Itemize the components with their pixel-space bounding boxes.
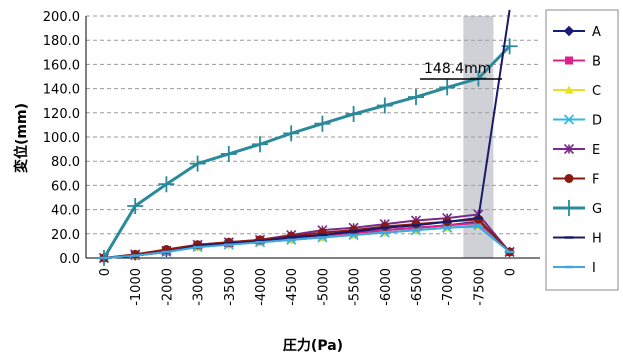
legend-label: A <box>592 25 601 40</box>
legend-label: G <box>592 202 602 217</box>
legend-marker <box>563 25 575 37</box>
y-tick-label: 140.0 <box>43 83 80 98</box>
legend-marker <box>563 114 575 125</box>
y-tick-label: 120.0 <box>43 107 80 122</box>
x-tick-label: -2000 <box>160 268 175 306</box>
point-G <box>283 125 300 142</box>
legend-item-G: G <box>553 200 602 217</box>
legend-item-I: I <box>553 261 596 276</box>
point-G <box>158 176 175 193</box>
x-tick-label: -1000 <box>129 268 144 306</box>
x-tick-label: 0 <box>98 268 113 276</box>
legend-marker <box>564 174 574 183</box>
legend-label: B <box>592 55 601 70</box>
legend-marker <box>564 85 574 94</box>
x-tick-label: -5500 <box>348 268 363 306</box>
x-tick-label: -6000 <box>379 268 394 306</box>
series-H <box>99 9 511 260</box>
y-tick-label: 80.0 <box>51 155 80 170</box>
point-G <box>376 97 393 114</box>
legend-item-D: D <box>553 114 602 129</box>
y-tick-label: 180.0 <box>43 34 80 49</box>
x-tick-label: -4500 <box>285 268 300 306</box>
point-G <box>408 89 424 106</box>
point-G <box>314 115 331 132</box>
x-axis-title: 圧力(Pa) <box>283 337 343 354</box>
legend-label: C <box>592 84 601 99</box>
legend-label: I <box>592 261 596 276</box>
point-G <box>127 197 144 214</box>
x-tick-label: -6500 <box>410 268 425 306</box>
legend-marker <box>563 143 575 155</box>
y-tick-label: 200.0 <box>43 10 80 25</box>
y-tick-label: 0.0 <box>59 252 80 267</box>
y-tick-label: 60.0 <box>51 179 80 194</box>
point-G <box>252 136 268 153</box>
series-I <box>99 225 515 260</box>
legend-marker <box>565 56 573 65</box>
point-G <box>439 79 456 96</box>
legend-label: E <box>592 143 600 158</box>
legend-item-H: H <box>553 232 602 247</box>
x-tick-label: 0 <box>504 268 519 276</box>
legend-item-B: B <box>553 55 601 70</box>
series-G <box>96 38 518 266</box>
legend-label: D <box>592 114 602 129</box>
legend-label: F <box>592 173 599 188</box>
x-tick-label: -3500 <box>223 268 238 306</box>
legend-label: H <box>592 232 602 247</box>
point-G <box>220 145 237 162</box>
x-tick-label: -5000 <box>316 268 331 306</box>
x-tick-label: -3000 <box>192 268 207 306</box>
y-axis-title: 変位(mm) <box>13 103 30 173</box>
series-line-G <box>102 45 511 259</box>
x-tick-label: -7000 <box>441 268 456 306</box>
legend-marker <box>561 200 577 216</box>
annotation-label: 148.4mm <box>424 61 491 77</box>
y-tick-label: 40.0 <box>51 204 80 219</box>
legend-item-C: C <box>553 84 601 99</box>
x-tick-label: -7500 <box>472 268 487 306</box>
legend-item-E: E <box>553 143 600 158</box>
y-tick-label: 160.0 <box>43 58 80 73</box>
x-tick-label: -4000 <box>254 268 269 306</box>
point-G <box>189 155 206 172</box>
y-tick-label: 20.0 <box>51 228 80 243</box>
point-G <box>345 106 362 123</box>
legend-item-F: F <box>553 173 599 188</box>
series-line-I <box>103 225 511 259</box>
legend-item-A: A <box>553 25 601 40</box>
y-tick-label: 100.0 <box>43 131 80 146</box>
